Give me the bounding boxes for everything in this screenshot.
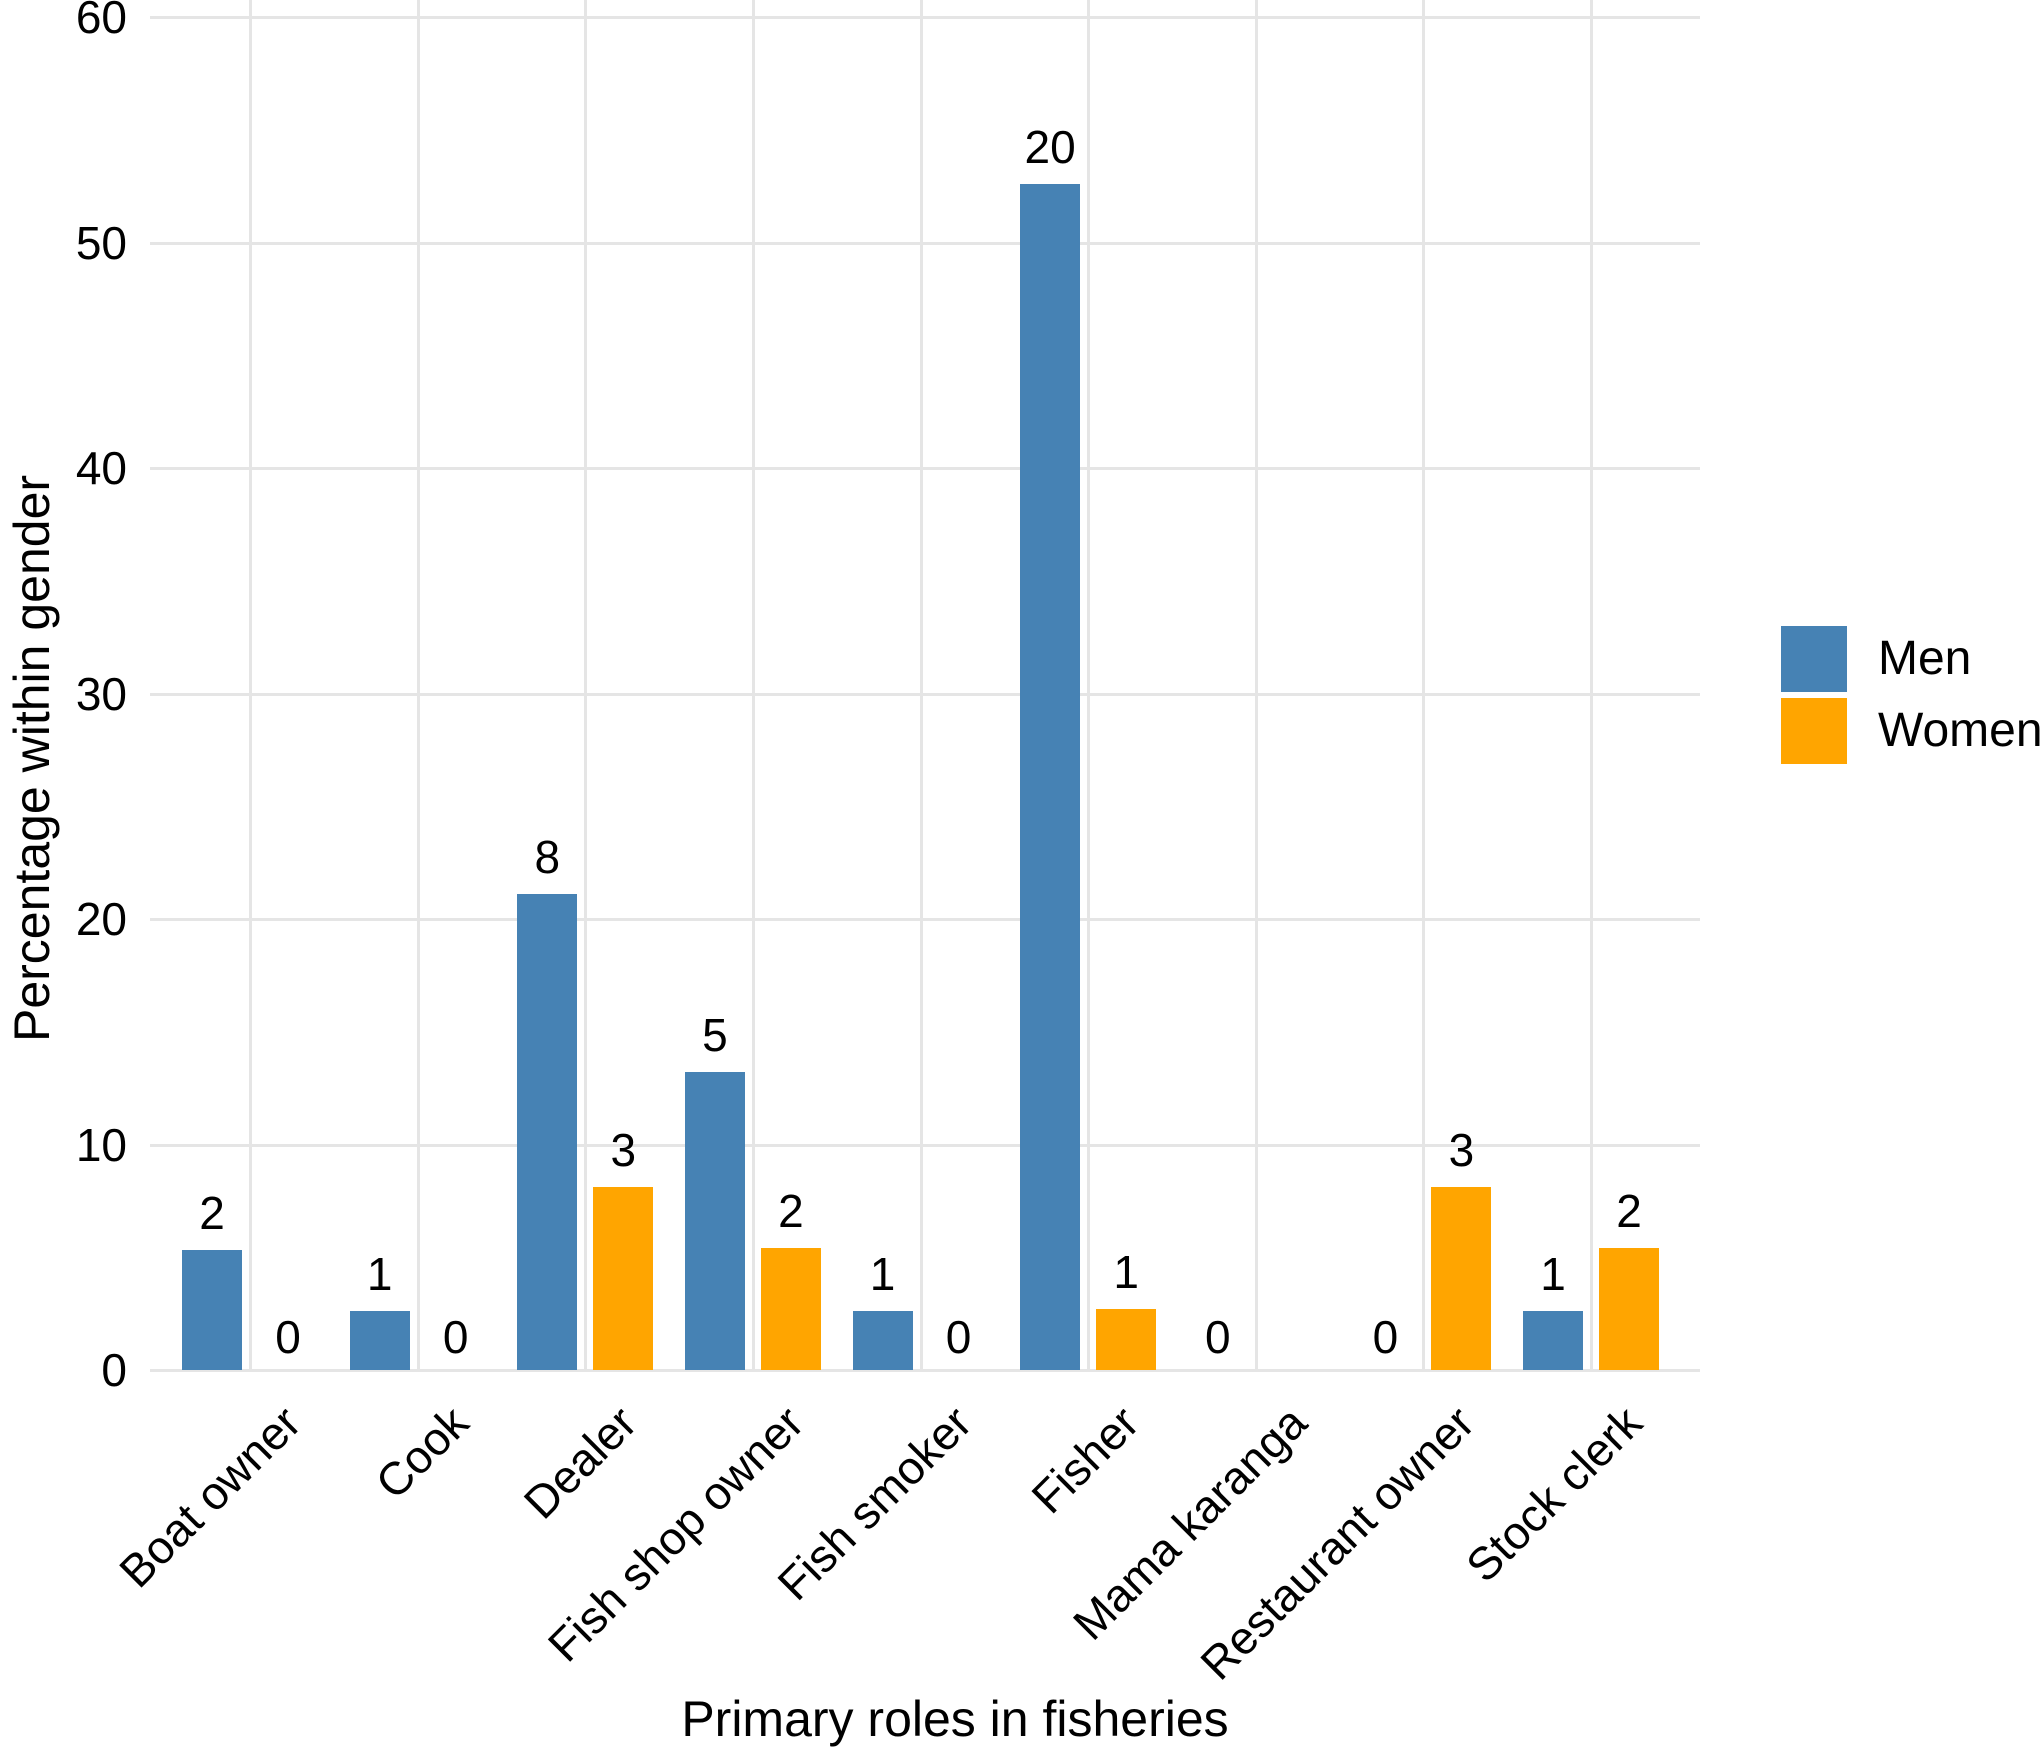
bar-value-label: 1 <box>1113 1246 1139 1298</box>
y-tick-label: 10 <box>75 1118 127 1171</box>
bar-value-label: 0 <box>442 1311 469 1363</box>
bar-women <box>593 1187 654 1370</box>
x-tick-label: Cook <box>365 1396 479 1509</box>
x-gridline <box>1422 0 1426 1371</box>
bar-men <box>684 1072 745 1370</box>
y-gridline <box>150 241 1700 245</box>
y-tick-label: 0 <box>101 1344 127 1396</box>
x-tick-label: Fisher <box>1021 1396 1149 1524</box>
bar-value-label: 5 <box>702 1009 728 1061</box>
bar-women <box>760 1248 821 1370</box>
legend-label-men: Men <box>1878 632 1972 685</box>
bar-women <box>1096 1309 1157 1370</box>
bar-value-label: 1 <box>1540 1248 1566 1300</box>
y-gridline <box>150 16 1700 19</box>
y-tick-label: 30 <box>75 667 127 720</box>
y-tick-label: 60 <box>75 0 127 43</box>
y-gridline <box>150 918 1700 921</box>
x-gridline <box>416 0 420 1371</box>
bar-men <box>349 1311 410 1370</box>
bar-men <box>1523 1311 1584 1370</box>
bar-women <box>1599 1248 1660 1370</box>
legend-item-women: Women <box>1781 698 2042 764</box>
bar-men <box>517 894 578 1370</box>
legend-label-women: Women <box>1878 704 2042 757</box>
x-tick-label: Boat owner <box>109 1396 311 1598</box>
y-tick-label: 50 <box>75 216 127 269</box>
x-gridline <box>249 0 252 1371</box>
x-gridline <box>1254 0 1258 1371</box>
bar-value-label: 0 <box>945 1311 972 1363</box>
x-gridline <box>919 0 923 1371</box>
bar-value-label: 1 <box>366 1248 393 1300</box>
legend-swatch-men <box>1781 626 1847 692</box>
bar-value-label: 2 <box>199 1187 225 1239</box>
y-tick-label: 20 <box>75 893 127 945</box>
bar-value-label: 2 <box>778 1185 804 1237</box>
x-tick-label: Stock clerk <box>1455 1396 1652 1592</box>
x-gridline <box>751 0 755 1371</box>
bar-men <box>1020 184 1081 1370</box>
bar-women <box>1431 1187 1492 1370</box>
x-gridline <box>584 0 588 1371</box>
y-gridline <box>150 467 1700 470</box>
y-axis-title: Percentage within gender <box>4 474 60 1042</box>
bar-men <box>182 1250 242 1370</box>
bar-value-label: 0 <box>1372 1311 1399 1363</box>
x-tick-label: Dealer <box>513 1396 647 1529</box>
y-gridline <box>150 692 1700 696</box>
bar-value-label: 3 <box>610 1124 637 1176</box>
x-gridline <box>1590 0 1594 1371</box>
y-tick-label: 40 <box>75 442 127 494</box>
bar-value-label: 1 <box>869 1248 896 1300</box>
x-gridline <box>1087 0 1091 1371</box>
legend-item-men: Men <box>1781 626 2041 692</box>
legend-swatch-women <box>1781 698 1847 764</box>
bar-value-label: 8 <box>534 831 561 883</box>
y-gridline <box>150 1143 1700 1147</box>
bar-value-label: 3 <box>1448 1124 1475 1176</box>
bar-value-label: 0 <box>275 1311 301 1363</box>
y-gridline <box>150 1369 1700 1372</box>
bar-value-label: 2 <box>1616 1185 1642 1237</box>
x-axis-title: Primary roles in fisheries <box>681 1691 1229 1747</box>
bar-value-label: 0 <box>1204 1311 1231 1363</box>
bar-men <box>852 1311 913 1370</box>
bar-value-label: 20 <box>1024 121 1076 173</box>
